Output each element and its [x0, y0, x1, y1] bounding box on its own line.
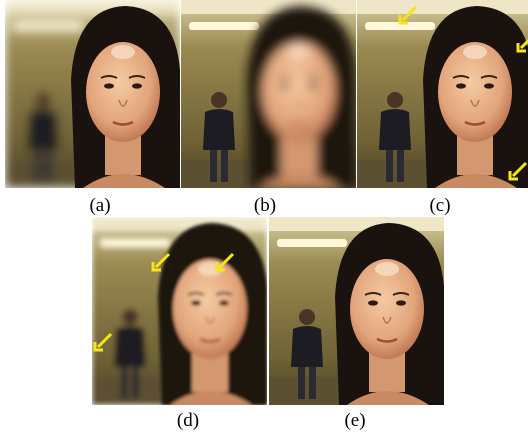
figure: (a) (b) (c) (d) (e) [0, 0, 528, 434]
caption: (a) [89, 195, 110, 216]
panel-a [5, 0, 180, 188]
panel-b [181, 0, 356, 188]
panel-d [92, 217, 267, 405]
page: {"panels": [{"label": "(a)"}, {"label": … [0, 0, 528, 434]
caption: (d) [177, 410, 199, 431]
caption: (c) [429, 195, 450, 216]
panel-c [357, 0, 528, 188]
panel-e [269, 217, 444, 405]
caption: (e) [344, 410, 365, 431]
caption: (b) [254, 195, 276, 216]
